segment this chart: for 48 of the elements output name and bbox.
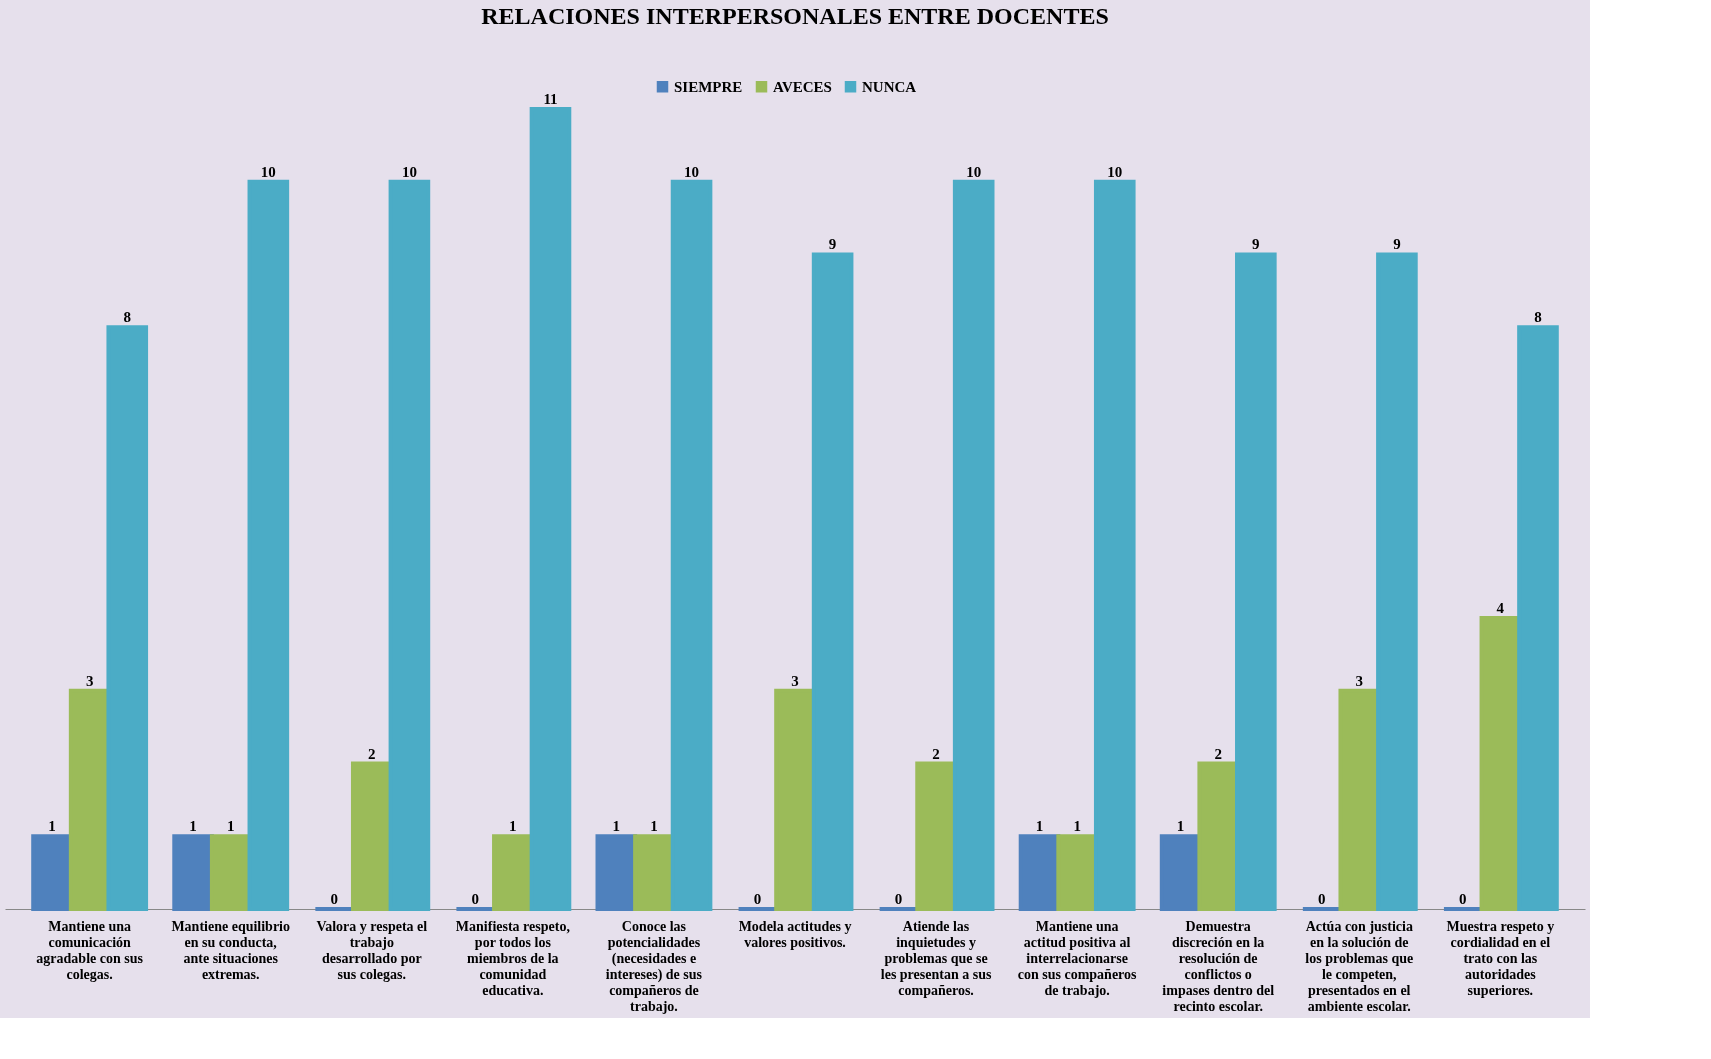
- data-label: 2: [932, 745, 940, 762]
- data-label: 10: [260, 163, 276, 180]
- data-label: 0: [753, 891, 762, 907]
- x-tick-label: Mantiene una actitud positiva al interrelacionarse con sus compañeros de trabajo.: [1017, 918, 1138, 998]
- x-tick-label: Demuestra discreción en la resolución de conflictos o impases dentro del recinto escolar.: [1162, 918, 1275, 1014]
- data-label: 1: [48, 818, 56, 835]
- data-label: 1: [1073, 818, 1081, 835]
- x-tick-label: Atiende las inquietudes y problemas que se les presentan a sus compañeros.: [880, 918, 992, 998]
- data-label: 3: [791, 672, 799, 689]
- legend-label: SIEMPRE: [674, 78, 743, 95]
- x-tick-label: Valora y respeta el trabajo desarrollado por sus colegas.: [316, 918, 428, 982]
- data-label: 9: [828, 236, 837, 253]
- x-tick-label: Mantiene una comunicación agradable con sus colegas.: [36, 918, 144, 982]
- data-label: 0: [1317, 891, 1326, 907]
- data-label: 0: [1458, 891, 1467, 907]
- legend-label: AVECES: [773, 78, 832, 95]
- data-label: 1: [189, 818, 197, 835]
- data-label: 10: [401, 163, 417, 180]
- data-label: 1: [1035, 818, 1044, 835]
- legend-label: NUNCA: [862, 78, 917, 95]
- data-label: 1: [226, 818, 235, 835]
- data-label: 3: [85, 672, 94, 689]
- data-label: 10: [966, 163, 982, 180]
- data-label: 1: [650, 818, 658, 835]
- x-tick-label: Conoce las potencialidades (necesidades e intereses) de sus compañeros de trabajo.: [605, 918, 703, 1014]
- data-label: 9: [1252, 236, 1260, 253]
- data-label: 8: [123, 309, 132, 326]
- data-label: 10: [1107, 163, 1123, 180]
- data-label: 3: [1355, 672, 1364, 689]
- x-tick-label: Muestra respeto y cordialidad en el trato con las autoridades superiores.: [1446, 918, 1555, 998]
- data-label: 1: [612, 818, 621, 835]
- data-label: 2: [368, 745, 376, 762]
- data-label: 11: [543, 91, 558, 107]
- data-label: 9: [1393, 236, 1401, 253]
- data-label: 0: [471, 891, 479, 907]
- data-label: 10: [684, 163, 700, 180]
- data-label: 0: [894, 891, 903, 907]
- data-label: 1: [509, 818, 517, 835]
- data-label: 4: [1496, 600, 1505, 617]
- x-tick-label: Actúa con justicia en la solución de los problemas que le competen, presentados en el ambiente escolar.: [1305, 918, 1414, 1014]
- chart-title: RELACIONES INTERPERSONALES ENTRE DOCENTES: [481, 3, 1109, 29]
- data-label: 0: [330, 891, 338, 907]
- data-label: 2: [1214, 745, 1222, 762]
- data-label: 1: [1176, 818, 1185, 835]
- x-tick-label: Mantiene equilibrio en su conducta, ante situaciones extremas.: [171, 918, 291, 982]
- data-label: 8: [1534, 309, 1542, 326]
- x-tick-label: Manifiesta respeto, por todos los miembros de la comunidad educativa.: [455, 918, 570, 998]
- x-tick-label: Modela actitudes y valores positivos.: [738, 918, 852, 950]
